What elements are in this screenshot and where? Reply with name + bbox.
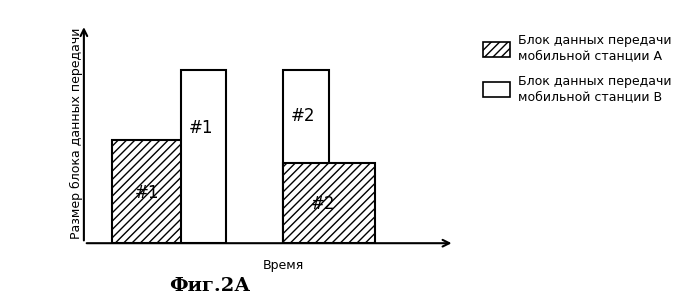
Text: #1: #1 xyxy=(189,119,213,137)
Bar xyxy=(113,140,203,243)
Bar xyxy=(181,71,226,243)
Text: #2: #2 xyxy=(311,195,336,213)
Text: #2: #2 xyxy=(291,108,315,126)
Text: Время: Время xyxy=(263,259,304,272)
Bar xyxy=(283,163,375,243)
Text: #1: #1 xyxy=(134,184,159,202)
Legend: Блок данных передачи
мобильной станции А, Блок данных передачи
мобильной станции: Блок данных передачи мобильной станции А… xyxy=(479,31,675,107)
Y-axis label: Размер блока данных передачи: Размер блока данных передачи xyxy=(71,28,83,240)
Text: Фиг.2А: Фиг.2А xyxy=(169,277,250,295)
Bar xyxy=(283,71,329,243)
